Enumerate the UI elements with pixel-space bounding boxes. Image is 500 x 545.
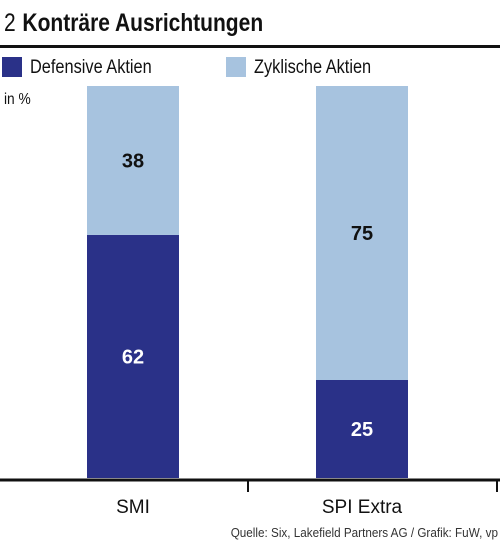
x-tick-label-smi: SMI [116, 497, 150, 518]
legend-swatch-defensive [2, 57, 22, 77]
data-label-spi-extra-zyklische-aktien: 75 [351, 223, 373, 245]
y-unit-label: in % [4, 91, 31, 108]
x-tick-label-spi-extra: SPI Extra [322, 497, 403, 518]
legend-label-defensive: Defensive Aktien [30, 57, 152, 78]
bar-smi-zyklische-aktien [87, 86, 179, 235]
bar-spi-extra-defensive-aktien [316, 380, 408, 478]
figure-number: 2 [4, 9, 16, 37]
bar-spi-extra-zyklische-aktien [316, 86, 408, 380]
data-label-spi-extra-defensive-aktien: 25 [351, 419, 373, 441]
source-note: Quelle: Six, Lakefield Partners AG / Gra… [230, 525, 498, 540]
data-label-smi-defensive-aktien: 62 [122, 346, 144, 368]
chart-title: 2 Konträre Ausrichtungen [4, 6, 263, 40]
legend-label-cyclical: Zyklische Aktien [254, 57, 372, 78]
figure-title: Konträre Ausrichtungen [22, 9, 264, 37]
legend-swatch-cyclical [226, 57, 246, 77]
data-label-smi-zyklische-aktien: 38 [122, 150, 144, 172]
bar-smi-defensive-aktien [87, 234, 179, 478]
title-rule [0, 45, 500, 48]
